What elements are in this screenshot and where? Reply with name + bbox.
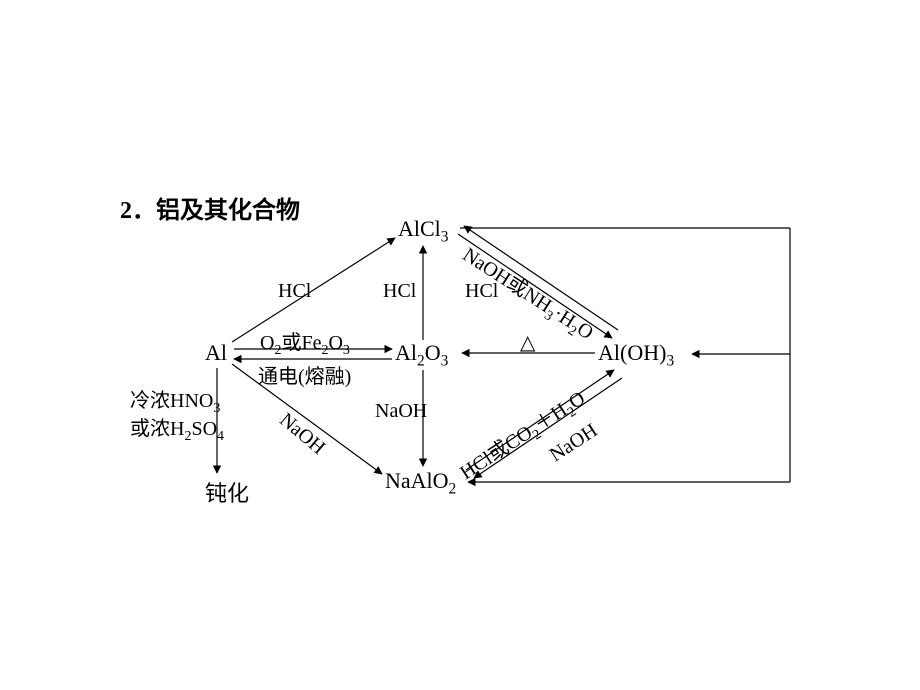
- label-o2-fe2o3: O2或Fe2O3: [260, 326, 350, 359]
- reaction-diagram: [0, 0, 920, 690]
- node-naalo2: NaAlO2: [385, 468, 456, 498]
- label-electrolysis: 通电(熔融): [258, 360, 351, 389]
- node-passivate: 钝化: [205, 476, 249, 508]
- node-alcl3: AlCl3: [398, 216, 449, 246]
- node-al: Al: [205, 340, 227, 366]
- label-hcl-left: HCl: [278, 280, 311, 303]
- node-aloh3: Al(OH)3: [598, 340, 674, 370]
- label-conc-h2so4: 或浓H2SO4: [130, 412, 224, 445]
- label-naoh-mid: NaOH: [375, 400, 427, 423]
- node-al2o3: Al2O3: [395, 340, 448, 370]
- label-hcl-mid: HCl: [383, 280, 416, 303]
- heat-triangle-icon: △: [520, 330, 535, 355]
